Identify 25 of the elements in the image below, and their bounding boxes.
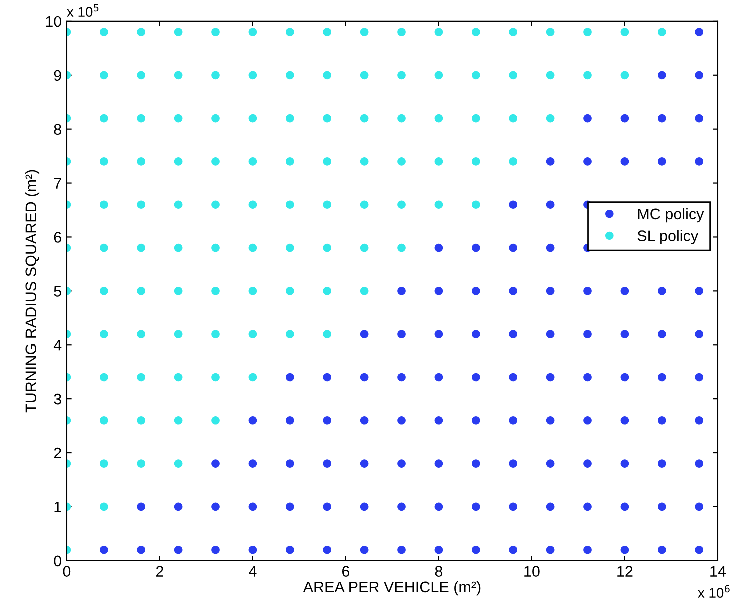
x-tick-label: 2 bbox=[156, 566, 164, 577]
y-tick-label: 9 bbox=[54, 70, 62, 82]
text: x 10$^{6}$ bbox=[698, 585, 730, 598]
y-tick-label: 1 bbox=[54, 502, 62, 512]
x-tick-label: 12 bbox=[618, 566, 633, 577]
y-tick-label: 0 bbox=[54, 556, 62, 567]
y-tick-label: 5 bbox=[54, 286, 62, 297]
x-tick-label: 10 bbox=[524, 566, 540, 577]
x-tick-label: 4 bbox=[249, 566, 257, 577]
y-axis-title: TURNING RADIUS SQUARED (m²) bbox=[25, 170, 40, 413]
y-tick-label: 3 bbox=[54, 394, 62, 405]
y-tick-label: 7 bbox=[54, 178, 62, 189]
legend-label: MC policy bbox=[638, 208, 704, 223]
y-tick-label: 2 bbox=[54, 448, 62, 459]
y-tick-label: 10 bbox=[46, 16, 62, 28]
x-tick-label: 14 bbox=[710, 566, 726, 577]
text: x 10$^{5}$ bbox=[67, 4, 99, 17]
y-tick-label: 4 bbox=[54, 340, 62, 351]
y-tick-label: 8 bbox=[54, 124, 62, 136]
y-tick-label: 6 bbox=[54, 232, 62, 243]
x-tick-label: 0 bbox=[63, 566, 71, 577]
x-axis-title: AREA PER VEHICLE (m²) bbox=[303, 581, 481, 596]
x-tick-label: 6 bbox=[342, 566, 350, 577]
x-tick-label: 8 bbox=[435, 566, 443, 577]
legend-label: SL policy bbox=[638, 230, 699, 245]
